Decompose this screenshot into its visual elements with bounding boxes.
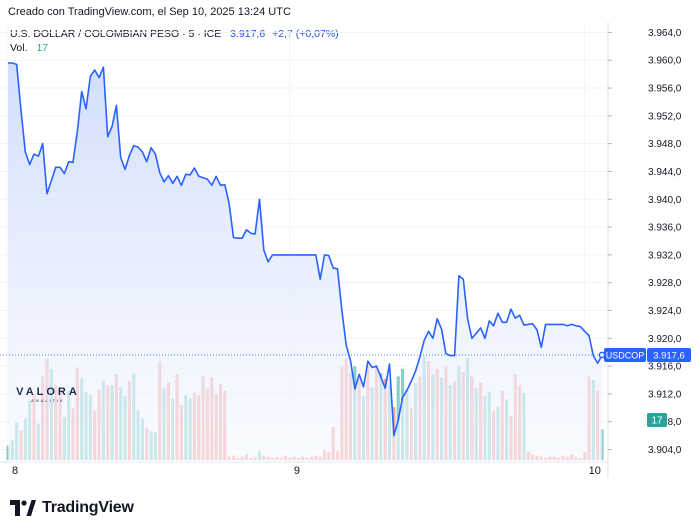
valora-watermark: VALORA ANALITIK bbox=[14, 386, 82, 403]
valora-text: VALORA bbox=[16, 386, 80, 398]
y-tick-label: 3.956,0 bbox=[648, 84, 682, 95]
volume-legend: Vol. 17 bbox=[10, 42, 48, 54]
last-price-label-bg bbox=[647, 347, 691, 362]
symbol-label: USDCOP bbox=[606, 350, 645, 360]
price-line bbox=[8, 62, 603, 437]
symbol-label-bg bbox=[604, 347, 646, 362]
tradingview-logo-icon bbox=[10, 500, 36, 516]
legend-price: 3.917,6 bbox=[230, 28, 266, 40]
x-tick-label: 10 bbox=[589, 465, 601, 477]
volume-label-bg bbox=[647, 413, 667, 427]
y-tick-label: 3.964,0 bbox=[648, 28, 682, 39]
y-tick-label: 3.912,0 bbox=[648, 389, 682, 400]
y-tick-label: 3.936,0 bbox=[648, 223, 682, 234]
x-tick-label: 9 bbox=[294, 465, 300, 477]
tradingview-brand: TradingView bbox=[42, 499, 134, 516]
y-tick-label: 3.916,0 bbox=[648, 362, 682, 373]
last-volume-label: 17 bbox=[651, 416, 663, 427]
last-price-dot bbox=[598, 351, 606, 359]
price-area bbox=[8, 63, 602, 462]
y-tick-label: 3.940,0 bbox=[648, 195, 682, 206]
created-with-text: Creado con TradingView.com, el Sep 10, 2… bbox=[8, 6, 291, 18]
valora-subtext: ANALITIK bbox=[31, 398, 65, 403]
y-tick-label: 3.904,0 bbox=[648, 445, 682, 456]
last-price-label: 3.917,6 bbox=[653, 350, 685, 361]
y-tick-label: 3.924,0 bbox=[648, 306, 682, 317]
symbol-legend: U.S. DOLLAR / COLOMBIAN PESO · 5 · ICE 3… bbox=[10, 28, 339, 40]
y-tick-label: 3.920,0 bbox=[648, 334, 682, 345]
symbol-description: U.S. DOLLAR / COLOMBIAN PESO · 5 · ICE bbox=[10, 28, 222, 40]
y-tick-label: 3.948,0 bbox=[648, 139, 682, 150]
volume-value: 17 bbox=[36, 42, 49, 54]
volume-label: Vol. bbox=[10, 42, 28, 54]
tradingview-footer[interactable]: TradingView bbox=[10, 498, 134, 518]
y-tick-label: 3.928,0 bbox=[648, 278, 682, 289]
y-tick-label: 3.952,0 bbox=[648, 111, 682, 122]
x-tick-label: 8 bbox=[12, 465, 18, 477]
y-tick-label: 3.944,0 bbox=[648, 167, 682, 178]
y-tick-label: 3.960,0 bbox=[648, 56, 682, 67]
price-chart[interactable]: 3.964,0 3.960,0 3.956,0 3.952,0 3.948,0 3.944… bbox=[0, 0, 700, 480]
y-tick-label: 3.932,0 bbox=[648, 250, 682, 261]
legend-change: +2,7 (+0,07%) bbox=[272, 28, 339, 40]
